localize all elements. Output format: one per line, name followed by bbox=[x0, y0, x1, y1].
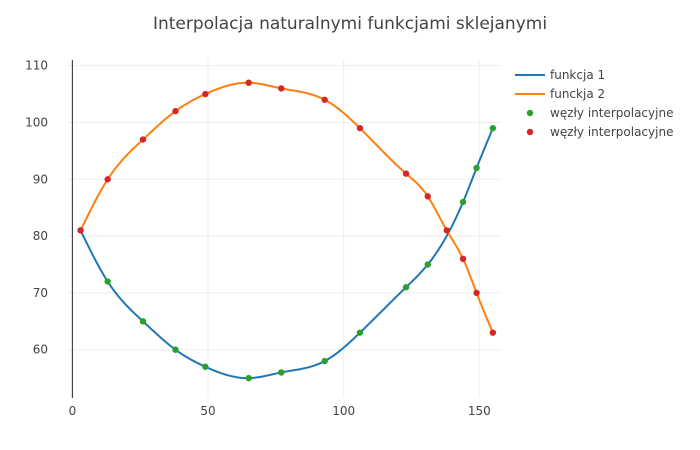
y-tick-label: 80 bbox=[33, 229, 48, 243]
data-point[interactable] bbox=[202, 363, 209, 370]
x-tick-label: 0 bbox=[69, 404, 77, 418]
data-point[interactable] bbox=[489, 124, 497, 132]
legend-label: węzły interpolacyjne bbox=[550, 106, 673, 120]
data-point[interactable] bbox=[278, 85, 285, 92]
data-point[interactable] bbox=[245, 79, 252, 86]
plot-area bbox=[77, 79, 497, 382]
data-point[interactable] bbox=[202, 90, 209, 98]
data-point[interactable] bbox=[139, 136, 147, 143]
data-point[interactable] bbox=[473, 164, 480, 172]
legend-label: funkcja 1 bbox=[550, 68, 605, 82]
data-point[interactable] bbox=[77, 227, 84, 234]
series-line-2[interactable] bbox=[79, 81, 494, 334]
data-point[interactable] bbox=[139, 318, 147, 325]
legend-item[interactable]: węzły interpolacyjne bbox=[526, 125, 674, 139]
y-tick-label: 60 bbox=[33, 343, 48, 357]
legend-marker-swatch bbox=[526, 109, 534, 117]
data-point[interactable] bbox=[356, 124, 364, 132]
x-tick-label: 150 bbox=[468, 404, 491, 418]
data-point[interactable] bbox=[278, 369, 285, 376]
x-tick-label: 50 bbox=[200, 404, 215, 418]
x-tick-label: 100 bbox=[332, 404, 355, 418]
data-point[interactable] bbox=[459, 255, 467, 263]
legend-label: węzły interpolacyjne bbox=[550, 125, 673, 139]
data-point[interactable] bbox=[424, 193, 431, 200]
grid bbox=[67, 60, 501, 398]
data-point[interactable] bbox=[459, 198, 467, 206]
data-point[interactable] bbox=[356, 329, 364, 336]
data-point[interactable] bbox=[402, 170, 410, 177]
data-point[interactable] bbox=[104, 278, 111, 285]
y-tick-label: 70 bbox=[33, 286, 48, 300]
data-point[interactable] bbox=[473, 289, 480, 297]
series-line-1[interactable] bbox=[79, 127, 494, 380]
legend-item[interactable]: węzły interpolacyjne bbox=[526, 106, 674, 120]
data-point[interactable] bbox=[489, 329, 497, 336]
data-point[interactable] bbox=[172, 346, 179, 353]
legend-marker-swatch bbox=[526, 128, 534, 136]
chart-title: Interpolacja naturalnymi funkcjami sklej… bbox=[153, 14, 547, 34]
axes: 60 70 80 90 100 110 0 50 100 150 bbox=[25, 59, 491, 418]
data-point[interactable] bbox=[245, 374, 252, 382]
data-point[interactable] bbox=[321, 96, 328, 103]
y-tick-label: 100 bbox=[25, 115, 48, 129]
data-point[interactable] bbox=[321, 357, 328, 365]
legend[interactable]: funkcja 1 funckja 2 węzły interpolacyjne wę… bbox=[515, 68, 673, 139]
legend-item[interactable]: funkcja 1 bbox=[515, 68, 605, 82]
y-tick-label: 110 bbox=[25, 59, 48, 73]
legend-item[interactable]: funckja 2 bbox=[515, 87, 605, 101]
data-point[interactable] bbox=[402, 284, 410, 291]
data-point[interactable] bbox=[443, 227, 450, 234]
legend-label: funckja 2 bbox=[550, 87, 605, 101]
data-point[interactable] bbox=[424, 261, 431, 268]
data-point[interactable] bbox=[172, 107, 179, 115]
data-point[interactable] bbox=[104, 176, 111, 183]
y-tick-label: 90 bbox=[33, 172, 48, 186]
